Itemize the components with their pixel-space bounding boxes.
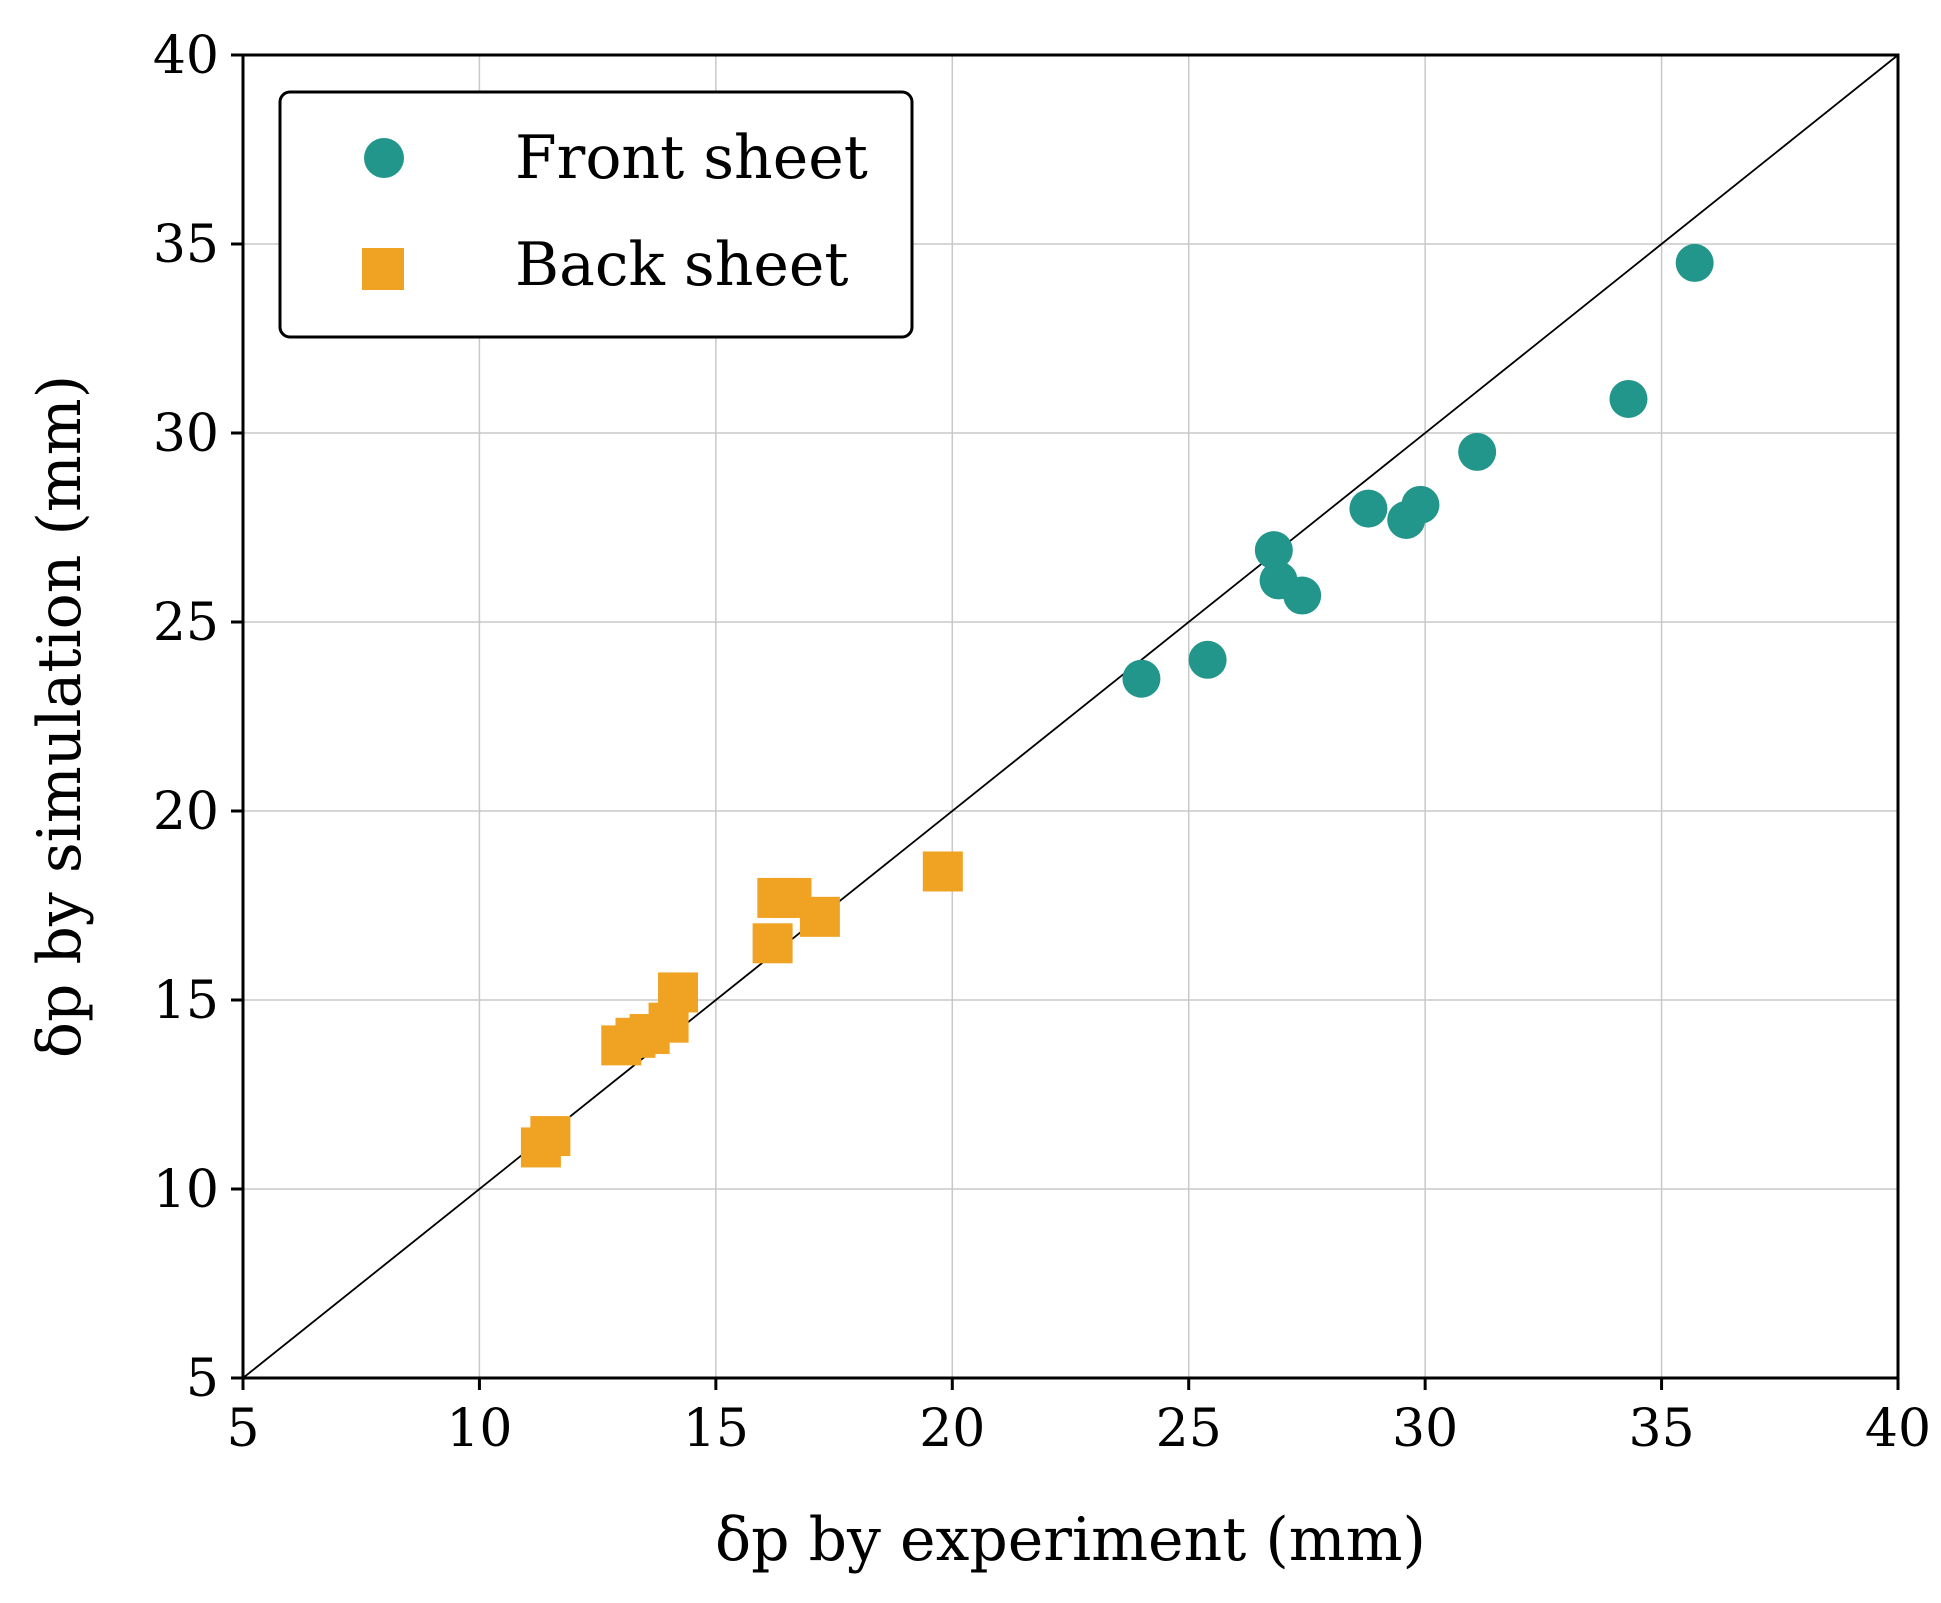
legend-marker-front-sheet <box>364 138 404 178</box>
front-sheet-point <box>1254 531 1293 570</box>
front-sheet-point <box>1188 640 1227 679</box>
front-sheet-point <box>1122 659 1161 698</box>
back-sheet-point <box>530 1116 571 1157</box>
reference-line-group <box>242 54 1899 1379</box>
reference-line <box>242 54 1899 1379</box>
y-tick-label: 30 <box>153 404 219 464</box>
y-axis-title: δp by simulation (mm) <box>25 375 95 1058</box>
x-axis-title: δp by experiment (mm) <box>715 1505 1426 1575</box>
legend-label-front-sheet: Front sheet <box>515 123 868 193</box>
x-tick-label: 10 <box>446 1399 512 1459</box>
plot-frame <box>241 53 1900 1380</box>
legend: Front sheet Back sheet <box>278 90 914 339</box>
front-sheet-point <box>1349 489 1388 528</box>
y-tick-label: 10 <box>153 1160 219 1220</box>
x-tick-label: 25 <box>1156 1399 1222 1459</box>
x-tick-label: 5 <box>226 1399 259 1459</box>
data-points <box>520 243 1714 1168</box>
axis-ticks: 5 10 15 20 25 30 35 40 5 10 15 20 25 30 35 40 <box>153 26 1931 1459</box>
y-tick-label: 35 <box>153 215 219 275</box>
front-sheet-point <box>1283 576 1322 615</box>
x-tick-label: 20 <box>919 1399 985 1459</box>
y-tick-label: 20 <box>153 782 219 842</box>
back-sheet-point <box>752 923 793 964</box>
x-tick-label: 40 <box>1865 1399 1931 1459</box>
front-sheet-point <box>1458 432 1497 471</box>
front-sheet-point <box>1675 243 1714 282</box>
legend-box <box>278 90 914 339</box>
front-sheet-point <box>1401 485 1440 524</box>
x-tick-label: 30 <box>1392 1399 1458 1459</box>
back-sheet-point <box>799 896 840 937</box>
legend-marker-back-sheet <box>362 248 404 290</box>
y-tick-label: 40 <box>153 26 219 86</box>
back-sheet-point <box>658 972 699 1013</box>
x-tick-label: 35 <box>1628 1399 1694 1459</box>
back-sheet-point <box>922 851 963 892</box>
y-tick-label: 25 <box>153 593 219 653</box>
legend-label-back-sheet: Back sheet <box>515 230 848 300</box>
front-sheet-point <box>1609 379 1648 418</box>
y-tick-label: 15 <box>153 971 219 1031</box>
x-tick-label: 15 <box>683 1399 749 1459</box>
y-tick-label: 5 <box>186 1349 219 1409</box>
